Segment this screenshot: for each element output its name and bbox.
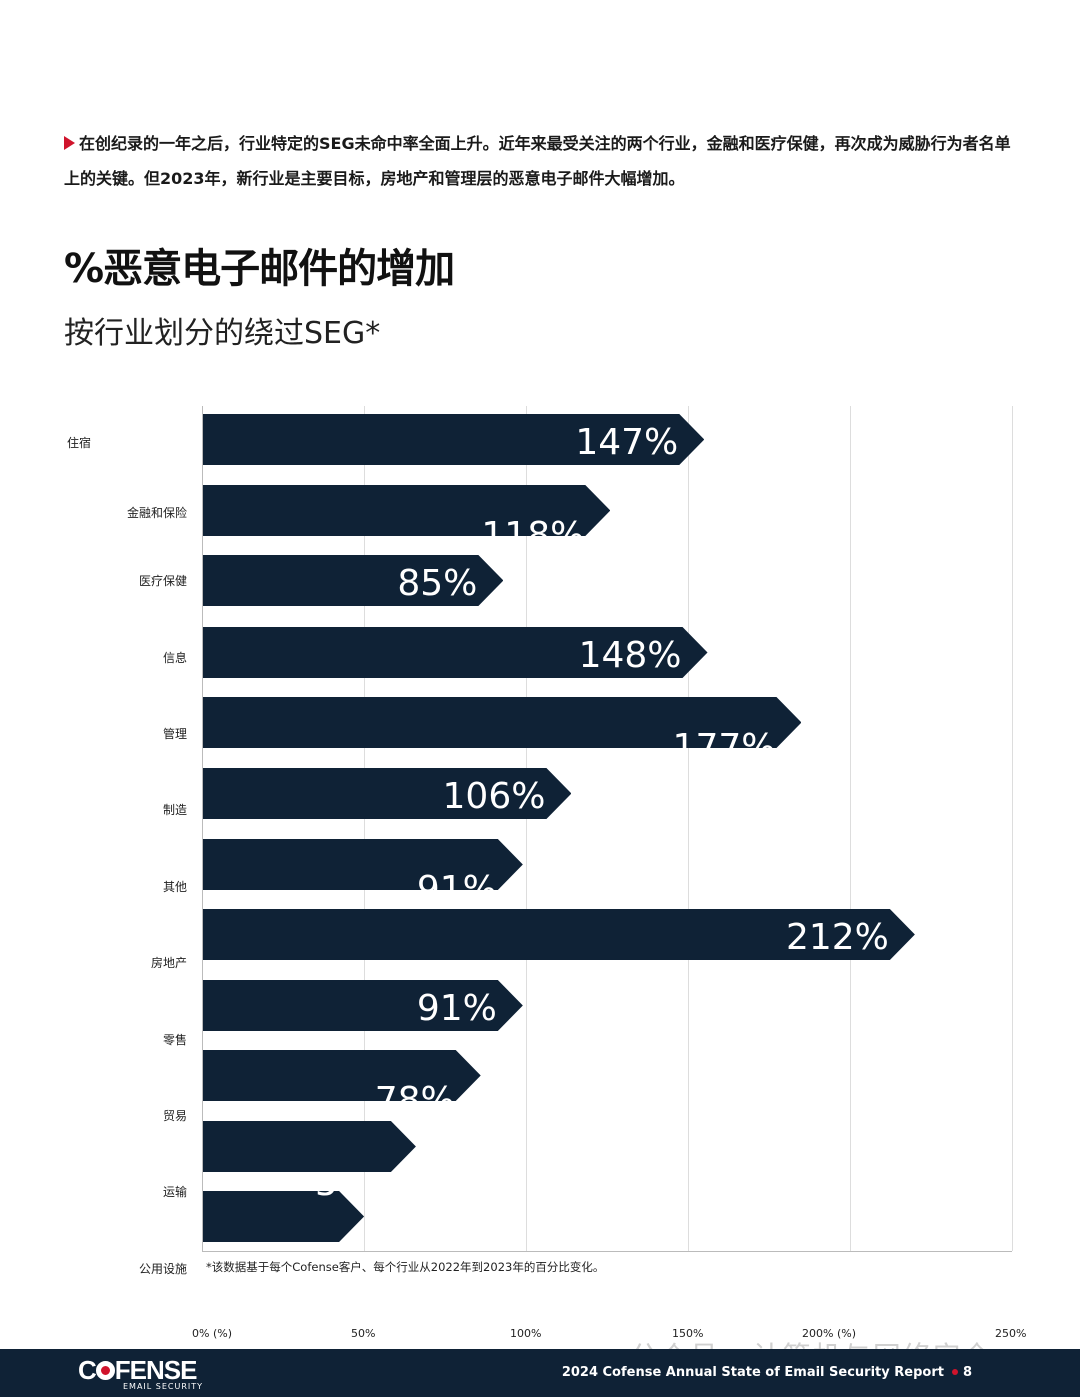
gridline	[364, 406, 365, 1251]
bar: 118%	[203, 485, 611, 536]
bar-value-label: 56%	[315, 1191, 364, 1204]
triangle-bullet-icon	[64, 136, 75, 150]
category-label: 金融和保险	[126, 506, 187, 520]
footer: C FENSE EMAIL SECURITY 2024 Cofense Annua…	[0, 1349, 1080, 1397]
bar: 91%	[203, 980, 523, 1031]
logo-subtitle: EMAIL SECURITY	[123, 1382, 204, 1391]
category-label: 住宿	[67, 436, 92, 450]
gridline	[1012, 406, 1013, 1251]
category-label: 制造	[162, 803, 187, 817]
bar: 212%	[203, 909, 915, 960]
gridline	[688, 406, 689, 1251]
category-label: 零售	[162, 1033, 187, 1047]
category-label: 医疗保健	[138, 574, 187, 588]
bar: 56%	[203, 1191, 365, 1242]
bar-value-label: 147%	[575, 422, 679, 463]
bar-value-label: 212%	[785, 917, 889, 958]
bar-chart: 147% 118% 85% 148% 177% 106% 91% 212% 91% 78% 56%	[202, 406, 1013, 1252]
bar: 78%	[203, 1050, 481, 1101]
category-label: 其他	[162, 880, 187, 894]
category-label: 管理	[162, 727, 187, 741]
page-number: 8	[962, 1365, 972, 1380]
bar	[203, 1121, 416, 1172]
x-tick-label: 50%	[351, 1327, 376, 1340]
x-tick-label: 0% (%)	[192, 1327, 232, 1340]
category-label: 运输	[162, 1185, 187, 1199]
category-label: 贸易	[162, 1109, 187, 1123]
cofense-logo: C FENSE	[78, 1355, 197, 1385]
bar-value-label: 148%	[578, 635, 682, 676]
x-tick-label: 100%	[510, 1327, 542, 1340]
bar: 85%	[203, 555, 504, 606]
gridline	[850, 406, 851, 1251]
bar: 106%	[203, 768, 572, 819]
page-title: %恶意电子邮件的增加	[64, 246, 455, 292]
page-subtitle: 按行业划分的绕过SEG*	[64, 316, 381, 351]
x-tick-label: 200% (%)	[802, 1327, 856, 1340]
red-dot-icon	[951, 1369, 958, 1375]
bar: 148%	[203, 627, 708, 678]
bar-value-label: 91%	[416, 988, 497, 1029]
bar-value-label: 106%	[442, 776, 546, 817]
bar: 177%	[203, 697, 802, 748]
chart-footnote: *该数据基于每个Cofense客户、每个行业从2022年到2023年的百分比变化…	[206, 1260, 605, 1274]
bar-value-label: 91%	[416, 869, 497, 890]
category-label: 公用设施	[138, 1262, 187, 1276]
bar: 91%	[203, 839, 523, 890]
x-tick-label: 150%	[672, 1327, 704, 1340]
bar-value-label: 85%	[397, 563, 478, 604]
category-label: 信息	[162, 651, 187, 665]
bar-value-label: 118%	[481, 515, 585, 536]
bar: 147%	[203, 414, 705, 465]
report-title: 2024 Cofense Annual State of Email Secur…	[561, 1365, 972, 1380]
bar-value-label: 177%	[672, 727, 776, 748]
x-tick-label: 250%	[995, 1327, 1027, 1340]
bar-value-label: 78%	[374, 1080, 455, 1101]
intro-paragraph: 在创纪录的一年之后，行业特定的SEG未命中率全面上升。近年来最受关注的两个行业，…	[64, 134, 1011, 188]
category-label: 房地产	[150, 956, 187, 970]
gridline	[526, 406, 527, 1251]
